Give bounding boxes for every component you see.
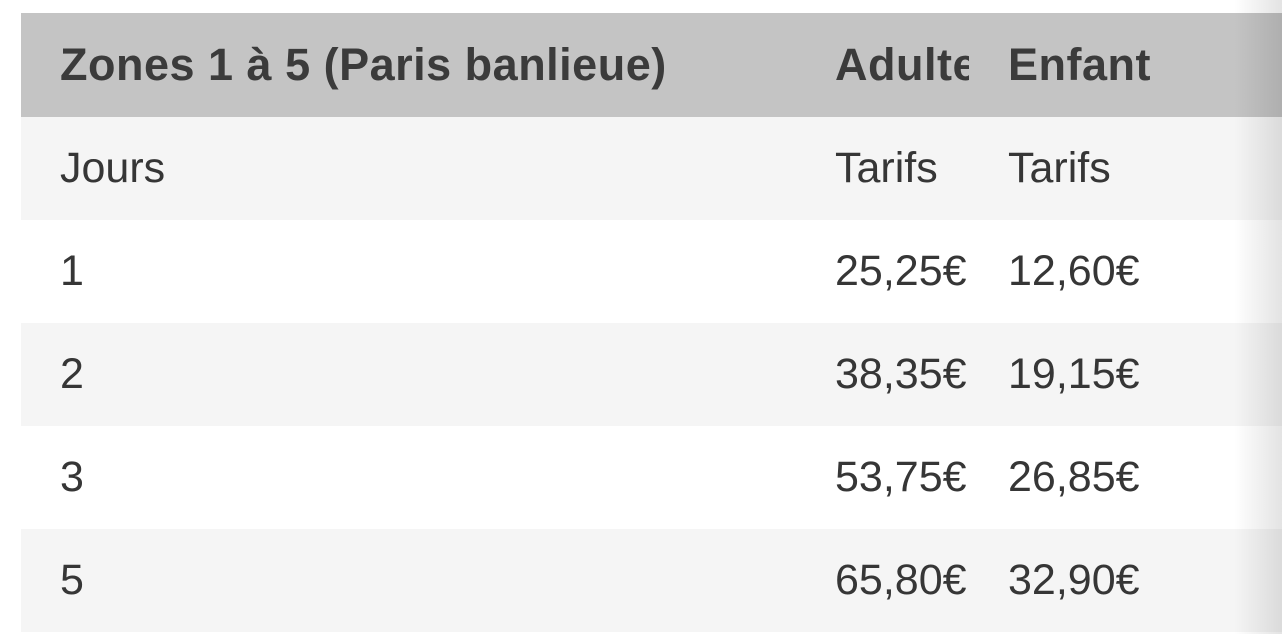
adult-price-cell: 53,75€ <box>835 453 967 501</box>
adult-price-cell: 25,25€ <box>835 247 967 295</box>
days-cell: 5 <box>60 556 84 604</box>
table-row: 2 38,35€ 19,15€ <box>21 323 1282 426</box>
child-price-cell: 19,15€ <box>1008 350 1140 398</box>
subheader-days: Jours <box>60 144 166 192</box>
child-price-cell: 12,60€ <box>1008 247 1140 295</box>
adult-price-cell: 65,80€ <box>835 556 967 604</box>
child-price-cell: 32,90€ <box>1008 556 1140 604</box>
adult-price-cell: 38,35€ <box>835 350 967 398</box>
table-row: 3 53,75€ 26,85€ <box>21 426 1282 529</box>
days-cell: 2 <box>60 350 84 398</box>
pricing-table-container: Zones 1 à 5 (Paris banlieue) Adulte Enfa… <box>21 13 1282 632</box>
days-cell: 3 <box>60 453 84 501</box>
pricing-table: Zones 1 à 5 (Paris banlieue) Adulte Enfa… <box>21 13 1282 632</box>
subheader-adult-tarifs: Tarifs <box>835 144 938 192</box>
table-row: 5 65,80€ 32,90€ <box>21 529 1282 632</box>
table-row: 1 25,25€ 12,60€ <box>21 220 1282 323</box>
child-price-cell: 26,85€ <box>1008 453 1140 501</box>
subheader-child-tarifs: Tarifs <box>1008 144 1111 192</box>
table-header-row: Zones 1 à 5 (Paris banlieue) Adulte Enfa… <box>21 13 1282 117</box>
days-cell: 1 <box>60 247 84 295</box>
table-subheader-row: Jours Tarifs Tarifs <box>21 117 1282 220</box>
table-title: Zones 1 à 5 (Paris banlieue) <box>60 39 667 90</box>
column-header-child: Enfant <box>1008 39 1151 90</box>
column-header-adult: Adulte <box>835 39 969 90</box>
